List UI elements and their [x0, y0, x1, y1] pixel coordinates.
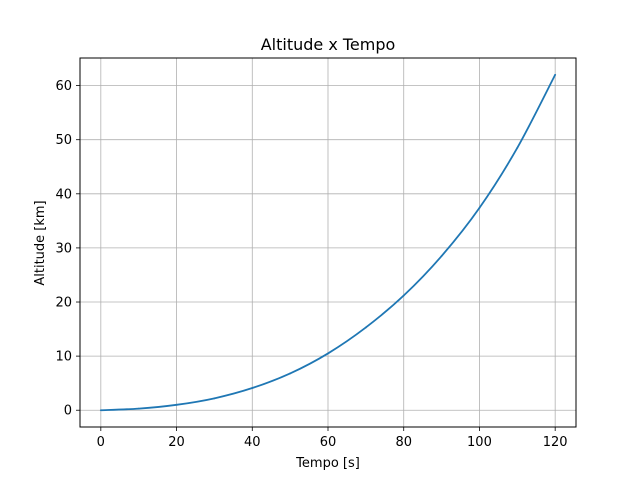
y-tick-label: 30 [55, 241, 72, 256]
altitude-data-point [364, 326, 367, 329]
altitude-data-point [478, 206, 481, 209]
y-tick-label: 0 [64, 404, 72, 419]
x-axis-ticks: 0 20 40 60 80 100 120 [97, 427, 568, 450]
altitude-data-point [99, 409, 102, 412]
y-tick-label: 20 [55, 296, 72, 311]
y-tick-label: 40 [55, 187, 72, 202]
y-tick-label: 60 [55, 79, 72, 94]
altitude-data-point [137, 407, 140, 410]
y-tick-label: 10 [55, 350, 72, 365]
x-tick-label: 0 [97, 435, 105, 450]
x-axis-label: Tempo [s] [295, 456, 360, 471]
y-axis-ticks: 0 10 20 30 40 50 60 [55, 79, 80, 419]
x-tick-label: 20 [168, 435, 185, 450]
x-tick-label: 120 [543, 435, 568, 450]
altitude-data-point [213, 397, 216, 400]
chart-title: Altitude x Tempo [261, 35, 396, 54]
altitude-data-point [251, 387, 254, 389]
y-axis-label: Altitude [km] [33, 200, 48, 285]
altitude-data-point [402, 294, 405, 297]
altitude-data-point [289, 372, 292, 375]
x-tick-label: 40 [244, 435, 261, 450]
x-tick-label: 80 [395, 435, 412, 450]
x-tick-label: 60 [320, 435, 337, 450]
series-layer [99, 73, 557, 412]
altitude-data-point [440, 255, 443, 257]
altitude-data-point [327, 352, 329, 355]
altitude-data-point [554, 73, 557, 76]
y-tick-label: 50 [55, 133, 72, 148]
altitude-data-point [175, 403, 178, 406]
x-tick-label: 100 [467, 435, 492, 450]
grid [80, 58, 576, 427]
altitude-data-point [516, 146, 519, 149]
